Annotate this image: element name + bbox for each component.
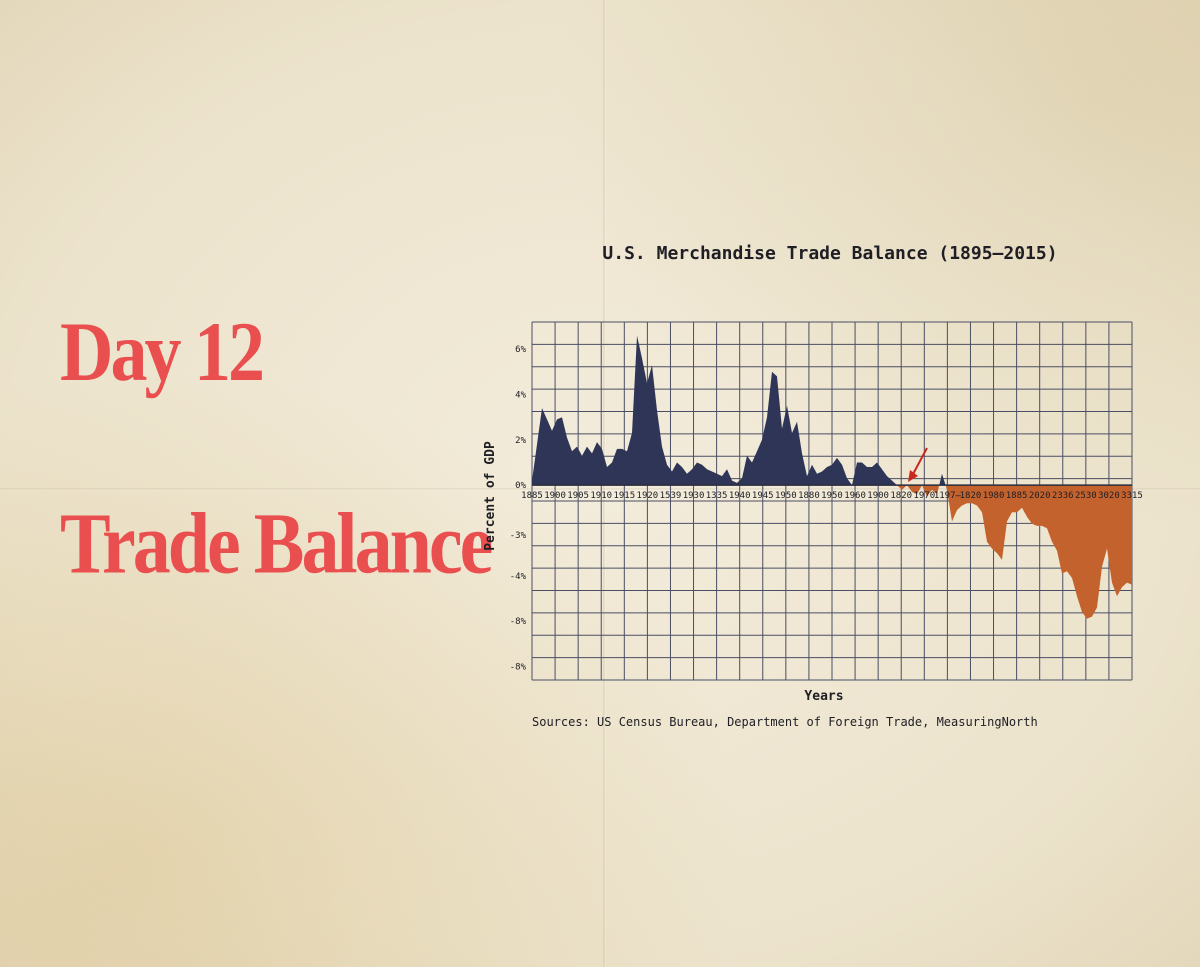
deficit-area [897,485,1132,619]
x-tick-label: 2530 [1075,491,1097,501]
x-tick-label: 1950 [821,491,843,501]
y-tick-label: -3% [510,531,527,541]
trade-balance-chart: 1885 1900 1905 1910 1915 1920 1539 1930 1335 1940… [483,321,1143,704]
topic-heading: Trade Balance [60,495,493,592]
y-tick-label: -4% [510,572,527,582]
x-tick-label: 1915 [613,491,635,501]
x-tick-label: 3315 [1121,491,1143,501]
paper-fold-horizontal [0,488,1200,491]
y-tick-label: 4% [515,391,526,401]
x-tick-label: 1885 [521,491,543,501]
chart-tick-labels: 1885 1900 1905 1910 1915 1920 1539 1930 1335 1940… [510,345,1143,672]
x-tick-label: 1900 [544,491,566,501]
day-heading: Day 12 [60,305,265,400]
x-tick-label: 1880 [798,491,820,501]
x-tick-label: 1960 [844,491,866,501]
chart-area-series [532,335,1132,619]
x-axis-label: Years [804,689,843,704]
x-tick-label: 1920 [637,491,659,501]
surplus-area [532,335,1132,486]
x-tick-label: 1820 [960,491,982,501]
x-tick-label: 1930 [683,491,705,501]
x-tick-label: 1940 [729,491,751,501]
y-tick-label: -8% [510,617,527,627]
y-tick-label: 0% [515,481,526,491]
x-tick-label: 2020 [1029,491,1051,501]
x-tick-label: 1539 [660,491,682,501]
x-tick-label: 1980 [983,491,1005,501]
x-tick-label: 1820 [890,491,912,501]
x-tick-label: 1197̶ [934,491,962,501]
x-tick-label: 3020 [1098,491,1120,501]
chart-sources: Sources: US Census Bureau, Department of… [532,715,1038,729]
y-axis-label: Percent of GDP [483,441,498,551]
x-tick-label: 1970 [913,491,935,501]
y-tick-label: 2% [515,436,526,446]
x-tick-label: 1335 [706,491,728,501]
x-tick-label: 1945 [752,491,774,501]
x-tick-label: 1885 [1006,491,1028,501]
x-tick-label: 1900 [867,491,889,501]
annotation-arrow-icon [908,447,928,482]
x-tick-label: 1950 [775,491,797,501]
y-tick-label: 6% [515,345,526,355]
x-tick-label: 1910 [590,491,612,501]
x-tick-label: 1905 [567,491,589,501]
x-tick-label: 2336 [1052,491,1074,501]
y-tick-label: -8% [510,662,527,672]
chart-title: U.S. Merchandise Trade Balance (1895–201… [602,243,1058,264]
